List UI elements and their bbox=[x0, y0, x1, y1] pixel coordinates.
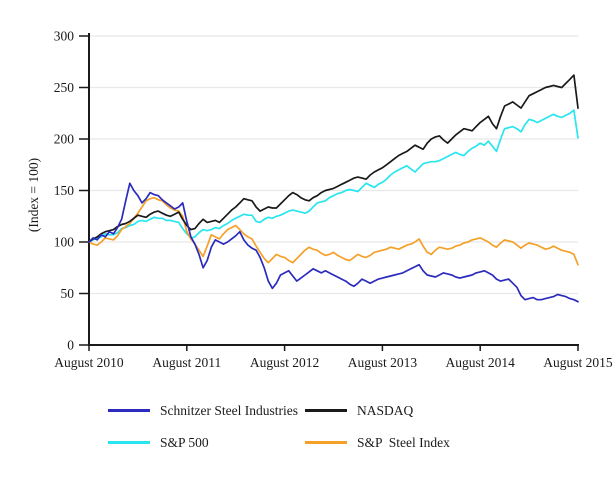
legend-swatch-schnitzer bbox=[108, 409, 150, 413]
y-axis-title: (Index = 100) bbox=[26, 158, 41, 232]
legend-label-sp-steel: S&P Steel Index bbox=[357, 435, 450, 450]
legend-item-schnitzer: Schnitzer Steel Industries bbox=[108, 404, 298, 418]
y-tick-label: 0 bbox=[67, 338, 74, 353]
y-tick-label: 150 bbox=[54, 183, 75, 198]
legend-item-nasdaq: NASDAQ bbox=[305, 404, 413, 418]
legend-label-schnitzer: Schnitzer Steel Industries bbox=[160, 403, 298, 418]
legend-item-sp500: S&P 500 bbox=[108, 436, 209, 450]
x-tick-label: August 2013 bbox=[348, 355, 418, 370]
legend-label-sp500: S&P 500 bbox=[160, 435, 209, 450]
legend-swatch-nasdaq bbox=[305, 409, 347, 413]
x-tick-label: August 2015 bbox=[543, 355, 613, 370]
y-tick-label: 100 bbox=[54, 235, 75, 250]
series-line-2 bbox=[88, 109, 579, 243]
x-tick-label: August 2014 bbox=[446, 355, 516, 370]
y-tick-label: 300 bbox=[54, 29, 75, 44]
series-line-3 bbox=[88, 196, 579, 266]
series-line-1 bbox=[88, 74, 579, 243]
x-tick-label: August 2011 bbox=[152, 355, 221, 370]
y-tick-label: 200 bbox=[54, 132, 75, 147]
legend-swatch-sp-steel bbox=[305, 441, 347, 445]
legend-label-nasdaq: NASDAQ bbox=[357, 403, 414, 418]
legend-swatch-sp500 bbox=[108, 441, 150, 445]
x-tick-label: August 2010 bbox=[54, 355, 124, 370]
y-tick-label: 250 bbox=[54, 80, 75, 95]
x-tick-label: August 2012 bbox=[250, 355, 319, 370]
series-line-0 bbox=[88, 182, 579, 303]
legend-item-sp-steel: S&P Steel Index bbox=[305, 436, 450, 450]
y-tick-label: 50 bbox=[61, 286, 75, 301]
